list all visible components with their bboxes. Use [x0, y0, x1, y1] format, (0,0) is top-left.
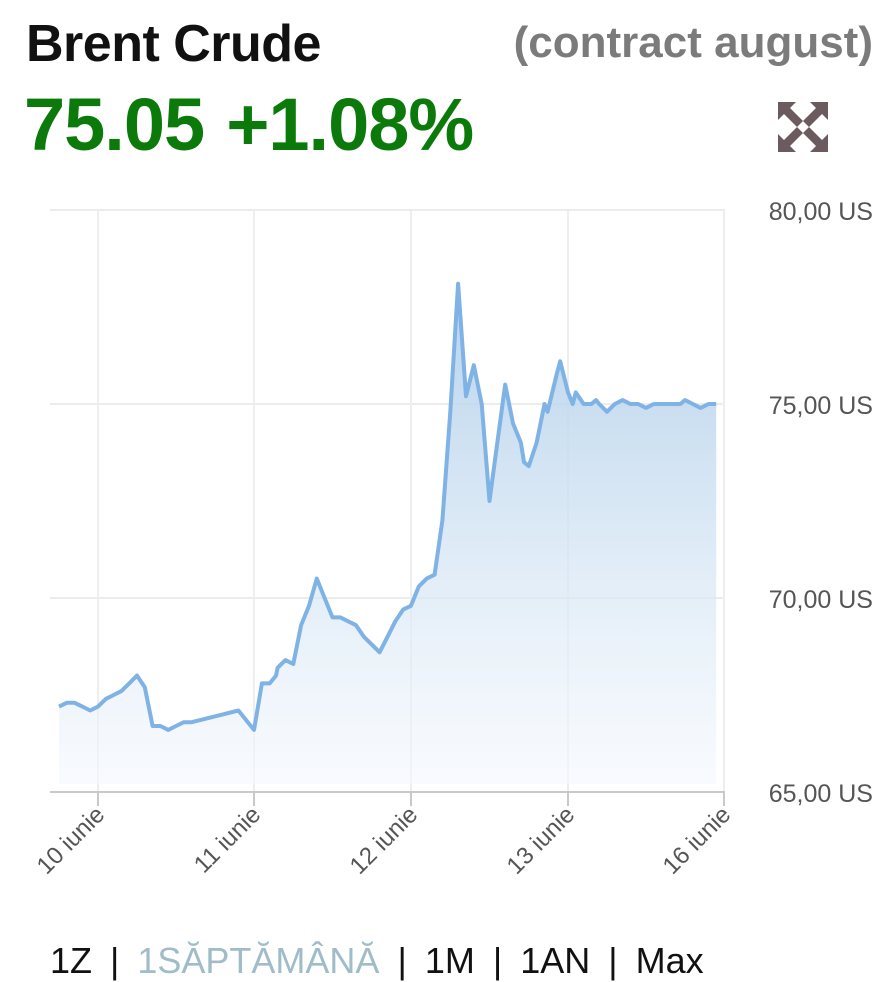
range-separator: | — [110, 940, 120, 981]
last-price: 75.05 — [24, 83, 205, 166]
range-option-1z[interactable]: 1Z — [50, 940, 93, 981]
range-option-1săptămână[interactable]: 1SĂPTĂMÂNĂ — [137, 940, 380, 981]
expand-arrows-icon[interactable] — [776, 100, 830, 154]
x-tick-label: 11 iunie — [189, 801, 266, 878]
x-tick-label: 16 iunie — [658, 801, 737, 880]
range-option-1m[interactable]: 1M — [424, 940, 475, 981]
range-selector: 1Z | 1SĂPTĂMÂNĂ | 1M | 1AN | Max — [50, 940, 704, 982]
x-tick-label: 10 iunie — [32, 801, 111, 880]
x-tick-label: 13 iunie — [502, 801, 581, 880]
y-tick-label: 75,00 US — [769, 392, 873, 420]
price-change: +1.08% — [226, 83, 474, 166]
range-option-1an[interactable]: 1AN — [520, 940, 591, 981]
range-separator: | — [492, 940, 503, 981]
contract-label: (contract august) — [513, 18, 873, 67]
price-chart: 65,00 US 70,00 US 75,00 US 80,00 US 10 iunie… — [32, 198, 873, 880]
range-separator: | — [608, 940, 618, 981]
x-tick-label: 12 iunie — [345, 801, 424, 880]
price-row: 75.05 +1.08% — [24, 82, 474, 167]
range-separator: | — [397, 940, 407, 981]
instrument-title: Brent Crude — [26, 15, 321, 73]
y-tick-label: 80,00 US — [769, 198, 873, 226]
price-area — [59, 283, 717, 784]
price-line — [58, 281, 717, 732]
y-tick-label: 70,00 US — [769, 586, 873, 614]
y-tick-label: 65,00 US — [769, 780, 873, 808]
range-option-max[interactable]: Max — [635, 940, 704, 981]
